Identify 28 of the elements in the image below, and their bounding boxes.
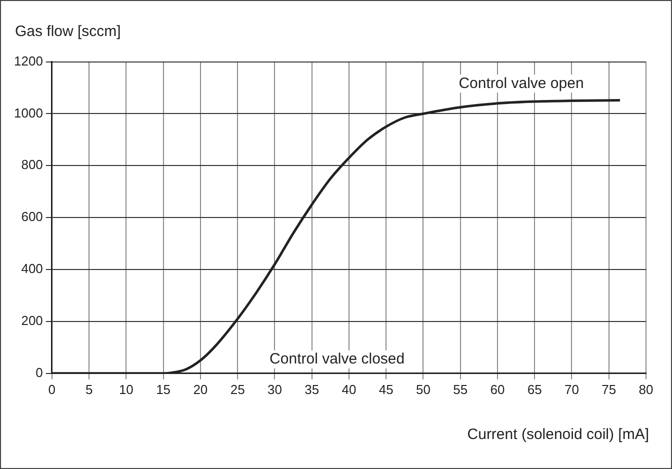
x-tick-label: 65 xyxy=(527,382,542,397)
y-tick-label: 800 xyxy=(21,157,43,172)
y-tick-label: 200 xyxy=(21,313,43,328)
x-tick-label: 30 xyxy=(267,382,282,397)
x-tick-label: 50 xyxy=(416,382,430,397)
x-tick-label: 20 xyxy=(193,382,208,397)
y-tick-label: 600 xyxy=(21,209,43,224)
annotation: Control valve closed xyxy=(270,350,405,368)
y-tick-label: 1200 xyxy=(14,53,43,68)
x-tick-label: 10 xyxy=(118,382,134,397)
x-tick-label: 60 xyxy=(490,382,505,397)
x-tick-label: 75 xyxy=(602,382,616,397)
y-tick-label: 0 xyxy=(36,364,43,380)
x-tick-label: 70 xyxy=(564,382,579,397)
x-tick-label: 25 xyxy=(230,382,245,397)
x-tick-label: 35 xyxy=(304,382,320,397)
y-tick-label: 400 xyxy=(21,261,43,276)
y-axis-title: Gas flow [sccm] xyxy=(15,23,121,40)
x-tick-label: 40 xyxy=(342,382,356,397)
annotation: Control valve open xyxy=(458,74,584,92)
x-tick-label: 5 xyxy=(85,382,93,397)
y-tick-label: 1000 xyxy=(14,105,43,120)
x-axis-title: Current (solenoid coil) [mA] xyxy=(467,426,649,443)
x-tick-label: 55 xyxy=(453,382,468,397)
x-tick-label: 45 xyxy=(378,382,394,397)
x-tick-label: 0 xyxy=(48,382,56,397)
x-tick-label: 15 xyxy=(156,382,171,397)
x-tick-label: 80 xyxy=(638,382,654,397)
